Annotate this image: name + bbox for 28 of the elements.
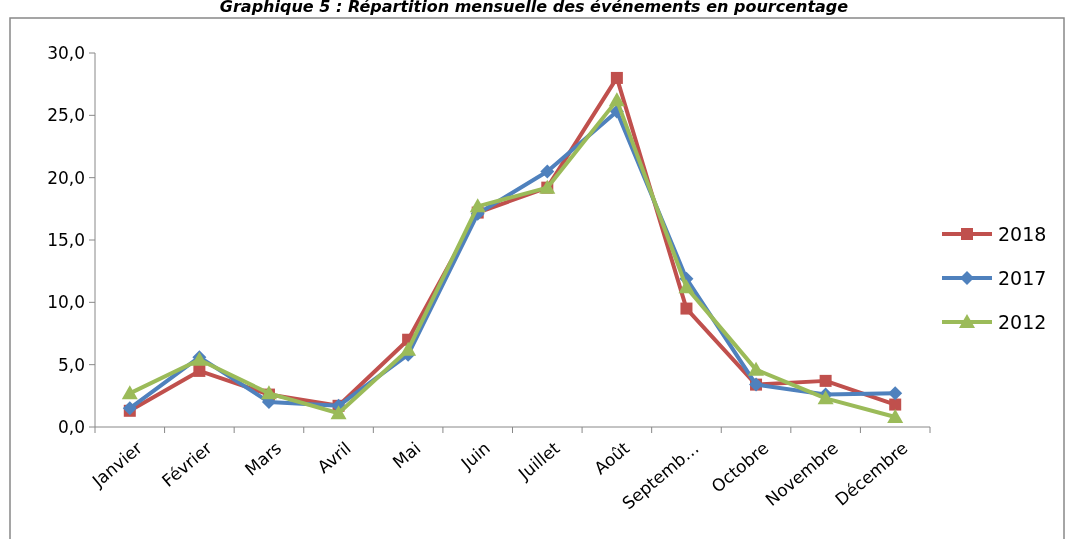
point: [887, 409, 904, 424]
point: [889, 398, 902, 411]
y-tick-label: 5,0: [57, 354, 85, 375]
x-tick-label: Juin: [456, 437, 494, 474]
point: [678, 279, 695, 294]
x-tick-label: Mai: [388, 437, 425, 473]
y-tick-label: 15,0: [47, 229, 85, 250]
point: [819, 374, 832, 387]
point: [193, 364, 206, 377]
point: [330, 405, 347, 420]
point: [400, 341, 417, 356]
y-tick-label: 20,0: [47, 167, 85, 188]
point: [608, 92, 625, 107]
legend-label: 2012: [998, 310, 1047, 333]
point: [540, 164, 555, 179]
point: [121, 385, 138, 400]
legend-label: 2017: [998, 266, 1047, 289]
y-tick-label: 30,0: [47, 42, 85, 63]
point: [469, 198, 486, 213]
legend-label: 2018: [998, 222, 1047, 245]
point: [888, 386, 903, 401]
y-tick-label: 25,0: [47, 105, 85, 126]
chart-title: Graphique 5 : Répartition mensuelle des événements en pourcentage: [219, 0, 849, 16]
y-tick-label: 0,0: [57, 416, 85, 437]
y-tick-label: 10,0: [47, 292, 85, 313]
point: [748, 361, 765, 376]
point: [680, 302, 693, 315]
point: [610, 71, 623, 84]
